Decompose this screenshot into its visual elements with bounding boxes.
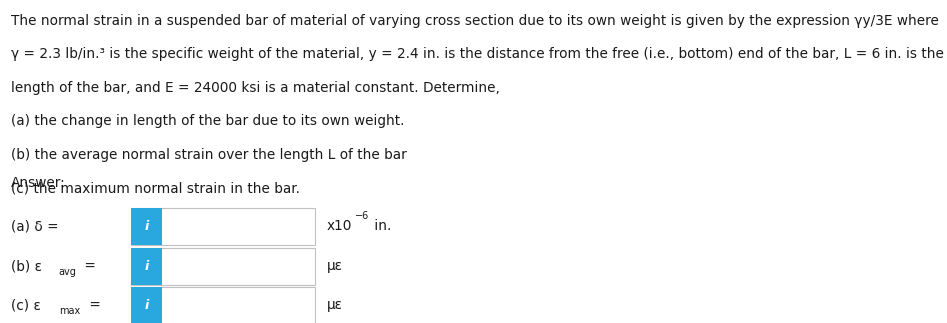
Text: length of the bar, and E = 24000 ksi is a material constant. Determine,: length of the bar, and E = 24000 ksi is … — [11, 81, 500, 95]
Text: max: max — [59, 306, 80, 316]
Text: The normal strain in a suspended bar of material of varying cross section due to: The normal strain in a suspended bar of … — [11, 14, 939, 27]
Text: (c) the maximum normal strain in the bar.: (c) the maximum normal strain in the bar… — [11, 182, 300, 195]
Text: (a) δ =: (a) δ = — [11, 219, 63, 233]
Text: i: i — [144, 299, 149, 312]
FancyBboxPatch shape — [131, 287, 315, 323]
FancyBboxPatch shape — [131, 248, 315, 285]
Text: i: i — [144, 220, 149, 233]
Text: (b) the average normal strain over the length L of the bar: (b) the average normal strain over the l… — [11, 148, 407, 162]
Text: =: = — [85, 298, 105, 312]
Text: in.: in. — [370, 219, 392, 233]
Text: (c) ε: (c) ε — [11, 298, 42, 312]
Text: (b) ε: (b) ε — [11, 259, 43, 274]
FancyBboxPatch shape — [131, 248, 162, 285]
Text: x10: x10 — [327, 219, 352, 233]
Text: i: i — [144, 260, 149, 273]
FancyBboxPatch shape — [131, 208, 315, 245]
FancyBboxPatch shape — [131, 208, 162, 245]
FancyBboxPatch shape — [131, 287, 162, 323]
Text: Answer:: Answer: — [11, 176, 66, 190]
Text: με: με — [327, 259, 343, 274]
Text: =: = — [80, 259, 99, 274]
Text: με: με — [327, 298, 343, 312]
Text: γ = 2.3 lb/in.³ is the specific weight of the material, y = 2.4 in. is the dista: γ = 2.3 lb/in.³ is the specific weight o… — [11, 47, 944, 61]
Text: avg: avg — [59, 267, 77, 277]
Text: (a) the change in length of the bar due to its own weight.: (a) the change in length of the bar due … — [11, 114, 405, 128]
Text: −6: −6 — [355, 212, 369, 221]
